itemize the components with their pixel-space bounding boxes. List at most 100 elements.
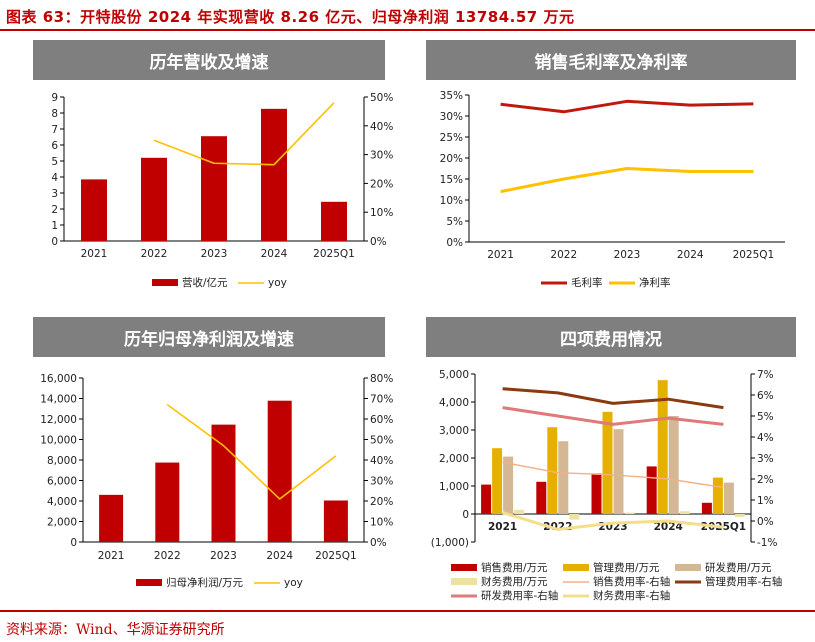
margin-series-line xyxy=(500,99,754,114)
expenses-bar xyxy=(558,441,569,514)
margin-series-line xyxy=(500,167,754,194)
margin-left-tick-label: 5% xyxy=(446,216,463,228)
net-profit-chart: 0 2,000 4,000 6,000 8,000 10,000 12,000 14,000 1… xyxy=(40,373,393,589)
margin-left-tick-label: 20% xyxy=(440,153,463,165)
net-profit-category-label: 2023 xyxy=(210,550,237,562)
expenses-left-tick-label: 4,000 xyxy=(439,397,469,409)
expenses-legend-swatch xyxy=(563,564,589,571)
margin-left-tick-label: 10% xyxy=(440,195,463,207)
net-profit-category-label: 2024 xyxy=(266,550,293,562)
expenses-rate-line xyxy=(502,511,724,531)
margin-category-label: 2024 xyxy=(677,249,704,261)
expenses-left-tick-label: 5,000 xyxy=(439,369,469,381)
margin-category-label: 2023 xyxy=(614,249,641,261)
expenses-legend-label: 财务费用/万元 xyxy=(481,575,548,588)
expenses-right-tick-label: 1% xyxy=(757,495,774,507)
expenses-bar xyxy=(503,456,514,514)
expenses-bar xyxy=(668,416,679,514)
expenses-right-tick-label: 0% xyxy=(757,516,774,528)
net-profit-right-tick-label: 20% xyxy=(370,496,393,508)
net-profit-category-label: 2021 xyxy=(98,550,125,562)
net-profit-left-tick-label: 0 xyxy=(70,537,77,549)
expenses-right-tick-label: -1% xyxy=(757,537,777,549)
revenue-left-tick-label: 1 xyxy=(51,220,58,232)
net-profit-right-tick-label: 70% xyxy=(370,394,393,406)
net-profit-left-tick-label: 4,000 xyxy=(47,496,77,508)
expenses-bar xyxy=(591,473,602,514)
expenses-bar xyxy=(492,448,503,514)
expenses-bar xyxy=(569,514,580,520)
net-profit-right-tick-label: 50% xyxy=(370,435,393,447)
net-profit-right-tick-label: 0% xyxy=(370,537,387,549)
revenue-chart-title: 历年营收及增速 xyxy=(33,40,385,80)
expenses-legend-label: 销售费用/万元 xyxy=(481,561,548,574)
revenue-yoy-line xyxy=(153,102,335,166)
revenue-right-tick-label: 30% xyxy=(370,150,393,162)
source-divider xyxy=(0,610,815,612)
revenue-bar xyxy=(321,201,347,241)
margin-category-label: 2025Q1 xyxy=(733,249,775,261)
revenue-right-tick-label: 50% xyxy=(370,92,393,104)
expenses-legend-swatch xyxy=(451,578,477,585)
expenses-bar xyxy=(613,429,624,514)
expenses-left-tick-label: 2,000 xyxy=(439,453,469,465)
expenses-right-tick-label: 4% xyxy=(757,432,774,444)
net-profit-right-tick-label: 80% xyxy=(370,373,393,385)
net-profit-yoy-line xyxy=(166,404,337,500)
net-profit-left-tick-label: 6,000 xyxy=(47,476,77,488)
net-profit-left-tick-label: 8,000 xyxy=(47,455,77,467)
revenue-category-label: 2022 xyxy=(141,248,168,260)
expenses-right-tick-label: 3% xyxy=(757,453,774,465)
expenses-left-tick-label: (1,000) xyxy=(431,537,469,549)
margin-left-tick-label: 35% xyxy=(440,90,463,102)
revenue-bar xyxy=(141,157,167,241)
revenue-bar xyxy=(201,136,227,241)
expenses-bar xyxy=(712,477,723,514)
expenses-bar xyxy=(481,484,492,514)
revenue-right-tick-label: 0% xyxy=(370,236,387,248)
expenses-legend-label: 管理费用/万元 xyxy=(593,561,660,574)
expenses-chart: (1,000) 0 1,000 2,000 3,000 4,000 5,000 -1% 0% 1%… xyxy=(431,369,783,602)
expenses-bar xyxy=(679,511,690,514)
expenses-left-tick-label: 1,000 xyxy=(439,481,469,493)
margin-legend-label: 净利率 xyxy=(639,276,671,289)
revenue-left-tick-label: 3 xyxy=(51,188,58,200)
expenses-legend-label: 销售费用率-右轴 xyxy=(593,575,670,588)
net-profit-left-tick-label: 10,000 xyxy=(40,435,77,447)
net-profit-left-tick-label: 16,000 xyxy=(40,373,77,385)
net-profit-bar xyxy=(99,494,124,542)
expenses-right-tick-label: 6% xyxy=(757,390,774,402)
net-profit-left-tick-label: 14,000 xyxy=(40,394,77,406)
margin-chart-title: 销售毛利率及净利率 xyxy=(426,40,796,80)
revenue-right-tick-label: 40% xyxy=(370,121,393,133)
revenue-right-tick-label: 10% xyxy=(370,207,393,219)
revenue-right-tick-label: 20% xyxy=(370,178,393,190)
expenses-bar xyxy=(734,514,745,517)
expenses-bar xyxy=(624,512,635,514)
net-profit-legend-label: 归母净利润/万元 xyxy=(166,576,244,589)
margin-left-tick-label: 0% xyxy=(446,237,463,249)
net-profit-bar xyxy=(155,462,180,542)
margin-category-label: 2022 xyxy=(550,249,577,261)
expenses-left-tick-label: 3,000 xyxy=(439,425,469,437)
expenses-bar xyxy=(547,427,558,514)
net-profit-category-label: 2022 xyxy=(154,550,181,562)
expenses-bar xyxy=(723,482,734,514)
margin-legend-label: 毛利率 xyxy=(571,276,603,289)
net-profit-bar xyxy=(267,400,292,542)
revenue-left-tick-label: 5 xyxy=(51,156,58,168)
page-title: 图表 63：开特股份 2024 年实现营收 8.26 亿元、归母净利润 1378… xyxy=(6,8,575,26)
net-profit-left-tick-label: 12,000 xyxy=(40,414,77,426)
revenue-left-tick-label: 4 xyxy=(51,172,58,184)
margin-left-tick-label: 15% xyxy=(440,174,463,186)
revenue-left-tick-label: 8 xyxy=(51,108,58,120)
expenses-right-tick-label: 2% xyxy=(757,474,774,486)
expenses-legend-label: 管理费用率-右轴 xyxy=(705,575,782,588)
revenue-category-label: 2024 xyxy=(261,248,288,260)
expenses-bar xyxy=(536,481,547,514)
expenses-left-tick-label: 0 xyxy=(462,509,469,521)
expenses-legend-label: 财务费用率-右轴 xyxy=(593,589,670,602)
net-profit-legend-swatch xyxy=(136,579,162,586)
expenses-bar xyxy=(701,502,712,514)
revenue-category-label: 2023 xyxy=(201,248,228,260)
